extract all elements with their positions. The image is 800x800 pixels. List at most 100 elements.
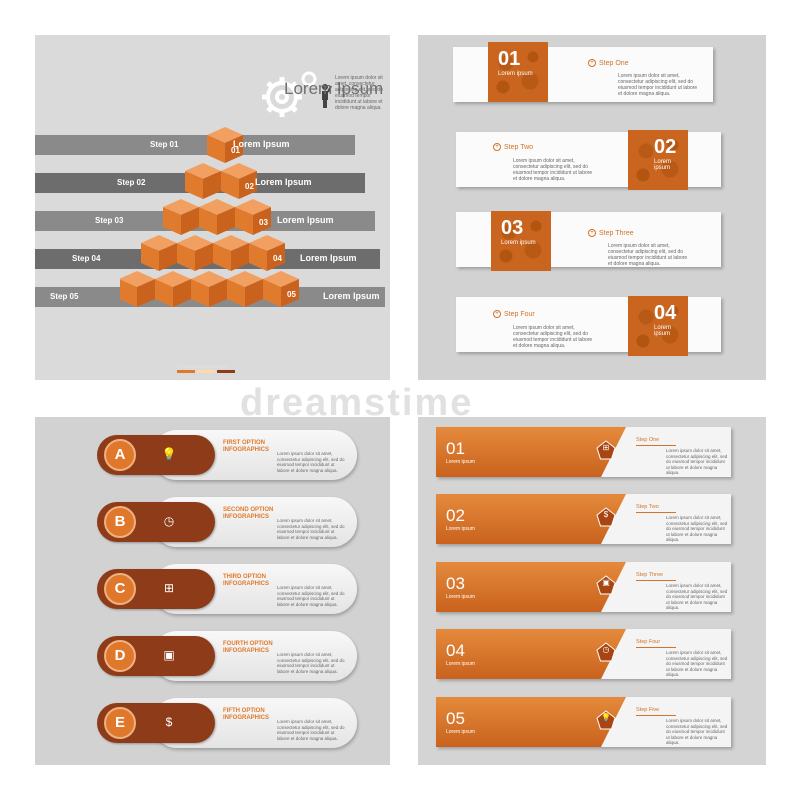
option-heading: FOURTH OPTION INFOGRAPHICS (223, 641, 273, 654)
pentagon-badge (596, 710, 616, 730)
option-body: Lorem ipsum dolor sit amet, consectetur … (277, 451, 345, 473)
step-number: 02 (654, 136, 677, 158)
pyramid-cube (191, 271, 227, 307)
row-body: Lorem ipsum dolor sit amet, consectetur … (666, 650, 728, 677)
pyramid-cube (227, 271, 263, 307)
watermark: dreamstime (240, 382, 474, 424)
footer-bar (177, 365, 227, 368)
clock-icon: ◷ (163, 514, 175, 528)
lorem-label-3: Lorem Ipsum (277, 215, 334, 225)
step-sub: Lorem ipsum (501, 240, 536, 246)
footer-bar-accent-2 (197, 370, 215, 373)
pyramid-cube (235, 199, 271, 235)
row-number: 01 (446, 439, 465, 458)
numbered-row-3: 03 Lorem ipsum ▣ Step Three Lorem ipsum … (436, 562, 731, 612)
person-icon (322, 84, 332, 108)
pyramid-cube (155, 271, 191, 307)
steps-panel: 01 Lorem ipsum + Step One Lorem ipsum dol… (418, 35, 766, 380)
option-heading: FIRST OPTION INFOGRAPHICS (223, 440, 270, 453)
row-number: 04 (446, 641, 465, 660)
bulb-icon: 💡 (161, 447, 177, 461)
bulb-icon: 💡 (601, 713, 611, 722)
row-body: Lorem ipsum dolor sit amet, consectetur … (666, 448, 728, 475)
band-1 (35, 135, 355, 155)
orange-tab (436, 562, 626, 612)
row-number: 02 (446, 506, 465, 525)
lorem-label-1: Lorem Ipsum (233, 139, 290, 149)
row-body: Lorem ipsum dolor sit amet, consectetur … (666, 583, 728, 610)
step-label-4: Step 04 (72, 254, 101, 263)
step-body-2: Lorem ipsum dolor sit amet, consectetur … (513, 158, 593, 182)
cube-number: 02 (245, 182, 254, 191)
step-body-4: Lorem ipsum dolor sit amet, consectetur … (513, 325, 593, 349)
pyramid-cube (163, 199, 199, 235)
option-row-a: A 💡 FIRST OPTION INFOGRAPHICS Lorem ipsum… (97, 427, 357, 481)
orange-tab (436, 629, 626, 679)
body-text: Lorem ipsum dolor sit amet, consectetur … (335, 75, 383, 111)
option-body: Lorem ipsum dolor sit amet, consectetur … (277, 585, 345, 607)
pyramid-cube (177, 235, 213, 271)
option-letter-circle: A (104, 439, 136, 471)
step-number: 01 (498, 48, 521, 70)
pentagon-badge (596, 507, 616, 527)
step-sub: Lorem ipsum (654, 159, 672, 171)
step-square-1: 01 Lorem ipsum (488, 42, 548, 102)
pentagon-badge (596, 642, 616, 662)
row-sub: Lorem ipsum (446, 594, 475, 600)
lorem-label-5: Lorem Ipsum (323, 291, 380, 301)
pyramid-cube (249, 235, 285, 271)
row-number: 05 (446, 709, 465, 728)
step-body-1: Lorem ipsum dolor sit amet, consectetur … (618, 73, 698, 97)
clock-icon: ◷ (602, 645, 610, 654)
step-square-4: 04 Lorem ipsum (628, 296, 688, 356)
step-number: 03 (501, 217, 524, 239)
step-label-1: Step 01 (150, 140, 179, 149)
option-heading: THIRD OPTION INFOGRAPHICS (223, 574, 270, 587)
page-title: Lorem Ipsum (284, 79, 384, 98)
numbered-row-2: 02 Lorem ipsum $ Step Two Lorem ipsum do… (436, 494, 731, 544)
step-label-3: Step 03 (95, 216, 124, 225)
option-letter-circle: C (104, 573, 136, 605)
orange-tab (436, 427, 626, 477)
plus-icon: + (493, 310, 501, 318)
pyramid-panel: Lorem Ipsum Lorem ipsum dolor sit amet, … (35, 35, 390, 380)
row-sub: Lorem ipsum (446, 729, 475, 735)
step-title-4: + Step Four (493, 310, 535, 318)
org-chart-icon: ⊞ (163, 581, 175, 595)
numbered-row-1: 01 Lorem ipsum ⊞ Step One Lorem ipsum do… (436, 427, 731, 477)
row-step-title: Step Four (636, 639, 661, 645)
options-panel: A 💡 FIRST OPTION INFOGRAPHICS Lorem ipsum… (35, 417, 390, 765)
cube-number: 05 (287, 290, 296, 299)
pyramid-cube (221, 163, 257, 199)
step-title-2: + Step Two (493, 143, 533, 151)
pyramid-cube (185, 163, 221, 199)
option-body: Lorem ipsum dolor sit amet, consectetur … (277, 719, 345, 741)
option-body: Lorem ipsum dolor sit amet, consectetur … (277, 518, 345, 540)
numbered-row-5: 05 Lorem ipsum 💡 Step Five Lorem ipsum d… (436, 697, 731, 747)
step-square-2: 02 Lorem ipsum (628, 130, 688, 190)
money-icon: ▣ (163, 648, 175, 662)
numbered-row-4: 04 Lorem ipsum ◷ Step Four Lorem ipsum d… (436, 629, 731, 679)
option-letter: D (114, 647, 126, 664)
pyramid-cube (199, 199, 235, 235)
pyramid-cube (213, 235, 249, 271)
option-letter: E (114, 714, 125, 731)
plus-icon: + (588, 59, 596, 67)
step-square-3: 03 Lorem ipsum (491, 211, 551, 271)
lorem-label-2: Lorem Ipsum (255, 177, 312, 187)
option-body: Lorem ipsum dolor sit amet, consectetur … (277, 652, 345, 674)
option-heading: FIFTH OPTION INFOGRAPHICS (223, 708, 270, 721)
plus-icon: + (493, 143, 501, 151)
lorem-label-4: Lorem Ipsum (300, 253, 357, 263)
step-title-3: + Step Three (588, 229, 634, 237)
pyramid-cube (120, 271, 155, 307)
row-divider (636, 445, 676, 446)
option-row-c: C ⊞ THIRD OPTION INFOGRAPHICS Lorem ipsum… (97, 561, 357, 615)
option-row-e: E $ FIFTH OPTION INFOGRAPHICS Lorem ipsum… (97, 695, 357, 749)
row-step-title: Step Three (636, 572, 664, 578)
row-step-title: Step One (636, 437, 660, 443)
step-body-3: Lorem ipsum dolor sit amet, consectetur … (608, 243, 688, 267)
pyramid-cube (141, 235, 177, 271)
gears-illustration (262, 71, 317, 117)
money-icon: ▣ (602, 578, 610, 587)
